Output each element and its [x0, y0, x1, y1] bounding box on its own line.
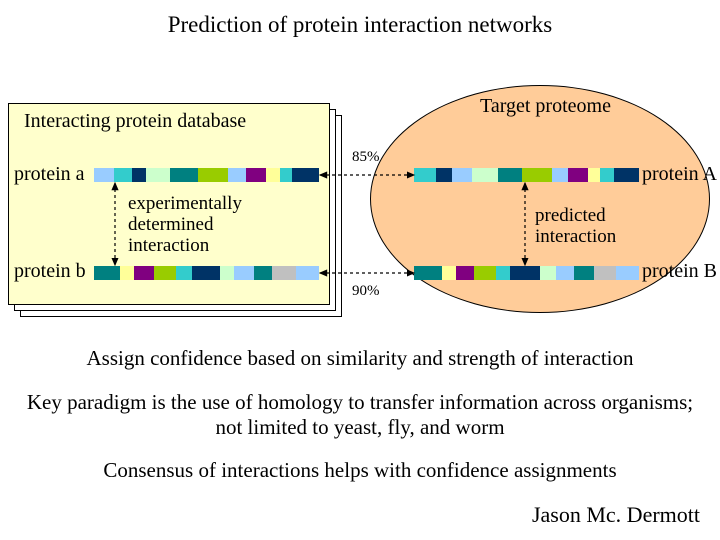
author-credit: Jason Mc. Dermott: [532, 502, 700, 528]
body-line-3: Consensus of interactions helps with con…: [20, 458, 700, 483]
body-line-2: Key paradigm is the use of homology to t…: [20, 390, 700, 440]
body-line-1: Assign confidence based on similarity an…: [20, 346, 700, 371]
